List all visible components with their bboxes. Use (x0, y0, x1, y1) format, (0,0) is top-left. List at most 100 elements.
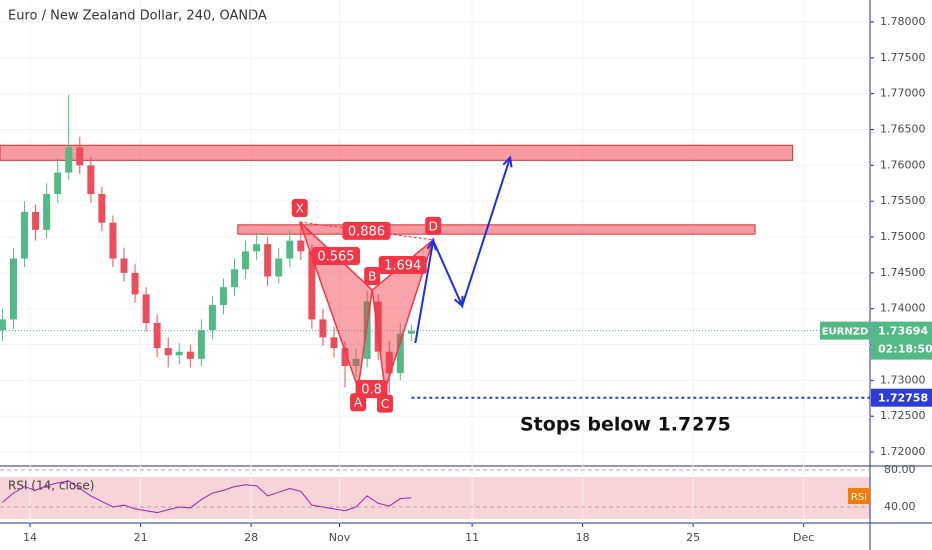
candle-body (197, 330, 205, 359)
candle-body (9, 258, 17, 320)
candle-body (341, 348, 349, 367)
y-tick-label: 1.72000 (880, 445, 926, 458)
candle-body (275, 258, 283, 277)
projection (414, 157, 512, 344)
rsi-badge (848, 488, 870, 504)
candle-body (186, 351, 194, 359)
zone (0, 144, 794, 161)
candle-body (109, 222, 117, 259)
rsi-line (2, 480, 412, 514)
symbol-box (820, 321, 870, 340)
chart-title: Euro / New Zealand Dollar, 240, OANDA (8, 9, 267, 24)
candle-body (142, 294, 150, 324)
candle-body (21, 211, 29, 259)
ratio-box (378, 255, 427, 274)
point-box (377, 394, 394, 413)
point-box (291, 198, 308, 217)
candle-body (242, 251, 250, 270)
y-tick-label: 1.74000 (880, 302, 926, 315)
candle-body (54, 172, 62, 195)
y2-tick-label: 80.00 (884, 463, 916, 476)
candle-body (407, 330, 415, 334)
candle-body (319, 319, 327, 338)
candle-body (98, 194, 106, 223)
ratio-line (371, 239, 434, 291)
ratio-label: 0.886 (348, 224, 385, 239)
candle-body (253, 244, 261, 252)
y-tick-label: 1.77000 (880, 87, 926, 100)
arrow-head (502, 155, 513, 168)
y-tick-label: 1.74500 (880, 266, 926, 279)
x-tick-label: Nov (329, 531, 351, 544)
point-box (425, 216, 442, 235)
candle-body (352, 358, 360, 367)
y2-tick-label: 40.00 (884, 500, 916, 513)
zone (237, 224, 756, 235)
stop-price-box (871, 388, 932, 407)
x-tick-label: 18 (576, 531, 590, 544)
candle-body (385, 351, 393, 374)
point-box (364, 267, 381, 286)
x-tick-label: Dec (793, 531, 814, 544)
x-tick-label: 25 (686, 531, 700, 544)
point-label: D (429, 219, 438, 233)
ratio-label: 1.694 (384, 258, 421, 273)
ratio-box (342, 221, 391, 240)
arrow-head (453, 295, 464, 308)
point-label: B (368, 270, 376, 284)
candle-body (219, 287, 227, 306)
ratio-label: 0.565 (317, 250, 354, 265)
candle-body (264, 244, 272, 277)
x-tick-label: 28 (244, 531, 258, 544)
candle-body (208, 305, 216, 331)
point-label: X (296, 201, 304, 215)
ratio-label: 0.8 (361, 382, 382, 397)
candle-body (297, 240, 305, 252)
candle-body (330, 337, 338, 349)
candle-body (374, 301, 382, 352)
y-tick-label: 1.72500 (880, 409, 926, 422)
candle-body (87, 165, 95, 195)
y-tick-label: 1.77500 (880, 51, 926, 64)
y-tick-label: 1.76500 (880, 123, 926, 136)
candle-body (131, 272, 139, 295)
candle-body (308, 251, 316, 320)
candle-body (0, 319, 6, 331)
candle-body (164, 348, 172, 356)
y-tick-label: 1.78000 (880, 15, 926, 28)
y-tick-label: 1.76000 (880, 158, 926, 171)
stop-price-label: 1.72758 (878, 392, 928, 405)
candle-body (32, 211, 40, 230)
rsi-badge-label: RSI (851, 492, 867, 503)
rsi-band (0, 477, 870, 519)
x-tick-label: 11 (465, 531, 479, 544)
candle-body (286, 240, 294, 259)
candle-body (65, 147, 73, 173)
candle-body (43, 194, 51, 230)
candle-body (120, 258, 128, 273)
point-box (350, 393, 367, 412)
symbol-label: EURNZD (822, 327, 869, 338)
candle-body (76, 147, 84, 166)
ratio-box (311, 247, 360, 266)
annotation: Stops below 1.7275 (520, 414, 731, 436)
candle-body (396, 333, 404, 374)
candle-body (175, 351, 183, 356)
candle-body (153, 323, 161, 349)
x-tick-label: 21 (134, 531, 148, 544)
y-tick-label: 1.73000 (880, 373, 926, 386)
last-price-label: 1.73694 (878, 325, 928, 338)
arrow-head (426, 238, 437, 251)
x-tick-label: 14 (23, 531, 37, 544)
countdown-label: 02:18:50 (878, 343, 932, 356)
last-price-box (871, 321, 932, 360)
y-tick-label: 1.75500 (880, 194, 926, 207)
rsi-title: RSI (14, close) (8, 479, 94, 493)
point-label: A (354, 396, 363, 410)
ratio-line (299, 221, 373, 291)
point-label: C (381, 397, 389, 411)
candle-body (231, 269, 239, 288)
y-tick-label: 1.75000 (880, 230, 926, 243)
